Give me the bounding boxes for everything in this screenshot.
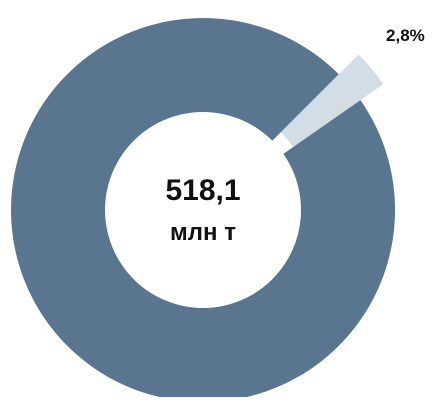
center-value: 518,1 — [165, 174, 240, 207]
slice-exploded — [280, 54, 384, 148]
slice-label: 2,8% — [386, 26, 425, 45]
slices-group — [11, 18, 396, 402]
slice-labels-group: 2,8% — [386, 26, 425, 45]
slice-main — [11, 18, 396, 402]
center-unit: млн т — [170, 219, 236, 246]
